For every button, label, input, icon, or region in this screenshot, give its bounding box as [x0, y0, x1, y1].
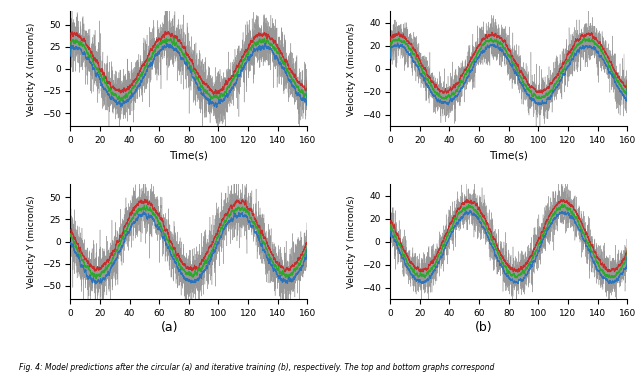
Y-axis label: Velocity Y (micron/s): Velocity Y (micron/s) [347, 195, 356, 288]
Y-axis label: Velocity X (micron/s): Velocity X (micron/s) [27, 22, 36, 116]
X-axis label: Time(s): Time(s) [490, 151, 528, 161]
X-axis label: Time(s): Time(s) [170, 151, 208, 161]
Y-axis label: Velocity X (micron/s): Velocity X (micron/s) [347, 22, 356, 116]
Text: Fig. 4: Model predictions after the circular (a) and iterative training (b), res: Fig. 4: Model predictions after the circ… [19, 363, 495, 372]
Text: (a): (a) [161, 321, 179, 334]
Text: (b): (b) [474, 321, 492, 334]
Y-axis label: Velocity Y (micron/s): Velocity Y (micron/s) [27, 195, 36, 288]
